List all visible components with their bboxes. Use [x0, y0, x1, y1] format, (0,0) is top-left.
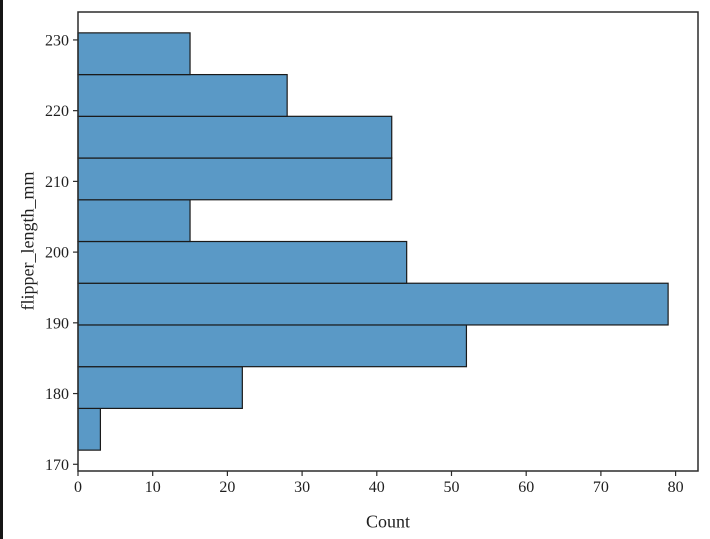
- x-tick-label: 0: [74, 479, 82, 496]
- x-tick-label: 10: [145, 479, 161, 496]
- x-tick-label: 60: [518, 479, 534, 496]
- window-left-edge: [0, 0, 3, 539]
- histogram-bar: [77, 407, 102, 451]
- y-tick-label: 180: [45, 386, 69, 403]
- y-tick-label: 230: [45, 32, 69, 49]
- y-tick-label: 170: [45, 457, 69, 474]
- x-tick-label: 30: [294, 479, 310, 496]
- histogram-bar: [77, 282, 669, 326]
- histogram-bar: [77, 324, 468, 368]
- x-tick-label: 70: [593, 479, 609, 496]
- x-tick-label: 50: [443, 479, 459, 496]
- y-tick-label: 210: [45, 174, 69, 191]
- x-tick-label: 40: [369, 479, 385, 496]
- x-axis-label: Count: [365, 511, 411, 532]
- histogram-bar: [77, 115, 393, 159]
- x-tick-label: 20: [219, 479, 235, 496]
- plot-frame: [77, 11, 699, 472]
- y-tick-label: 200: [45, 245, 69, 262]
- y-axis-label: flipper_length_mm: [17, 171, 38, 311]
- histogram-bar: [77, 366, 243, 410]
- histogram-bar: [77, 240, 408, 284]
- x-tick-label: 80: [668, 479, 684, 496]
- y-tick-label: 220: [45, 103, 69, 120]
- y-tick-label: 190: [45, 315, 69, 332]
- histogram-bar: [77, 73, 288, 117]
- histogram-bar: [77, 157, 393, 201]
- histogram-bar: [77, 32, 191, 76]
- histogram-bar: [77, 199, 191, 243]
